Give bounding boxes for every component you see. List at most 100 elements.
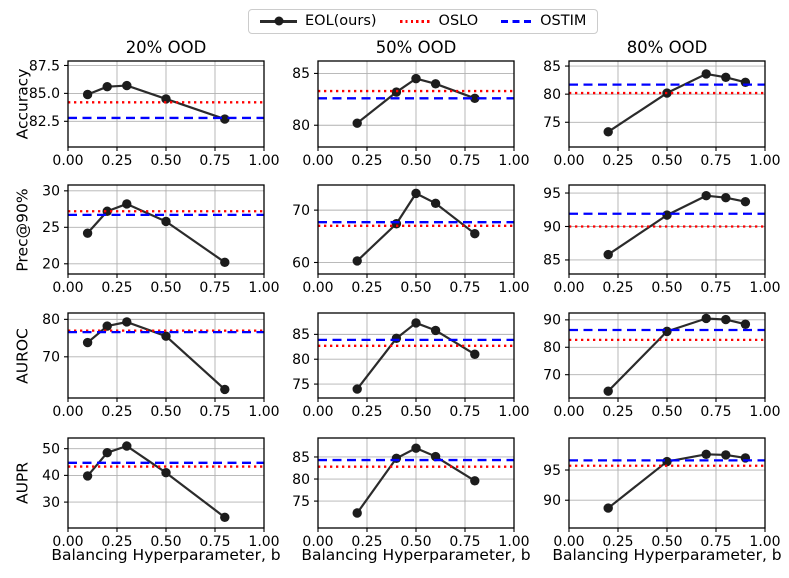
svg-text:75: 75 <box>543 115 561 131</box>
svg-text:0.25: 0.25 <box>101 404 132 420</box>
svg-text:1.00: 1.00 <box>248 280 279 296</box>
svg-text:0.00: 0.00 <box>52 153 83 169</box>
svg-text:0.25: 0.25 <box>602 280 633 296</box>
subplot-auroc-20-ood: 0.00 0.25 0.50 0.75 1.00 70 80 <box>42 312 279 420</box>
svg-text:1.00: 1.00 <box>248 153 279 169</box>
svg-text:30: 30 <box>42 495 60 511</box>
svg-text:0.75: 0.75 <box>449 534 480 550</box>
svg-text:0.75: 0.75 <box>199 280 230 296</box>
svg-text:95: 95 <box>543 186 561 202</box>
svg-text:0.50: 0.50 <box>150 280 181 296</box>
svg-text:80: 80 <box>292 118 310 134</box>
svg-text:0.50: 0.50 <box>150 404 181 420</box>
subplot-prec90-20-ood: 0.00 0.25 0.50 0.75 1.00 20 25 30 <box>42 184 279 296</box>
svg-text:20: 20 <box>42 257 60 273</box>
svg-text:0.50: 0.50 <box>651 280 682 296</box>
row-label-aupr: AUPR <box>13 461 32 505</box>
svg-text:0.25: 0.25 <box>602 153 633 169</box>
subplot-prec90-50-ood: 0.00 0.25 0.50 0.75 1.00 60 70 <box>292 184 530 296</box>
svg-text:0.25: 0.25 <box>101 153 132 169</box>
svg-text:80: 80 <box>292 472 310 488</box>
subplot-accuracy-80-ood: 0.00 0.25 0.50 0.75 1.00 75 80 85 <box>543 59 780 169</box>
eol-marker-dot-icon <box>274 16 283 26</box>
svg-text:0.25: 0.25 <box>101 280 132 296</box>
svg-text:82.5: 82.5 <box>29 114 60 130</box>
svg-text:0.50: 0.50 <box>150 534 181 550</box>
svg-text:85.0: 85.0 <box>29 86 60 102</box>
legend-item-ostim: OSTIM <box>501 14 586 29</box>
svg-text:90: 90 <box>543 493 561 509</box>
svg-text:0.75: 0.75 <box>449 153 480 169</box>
svg-text:0.25: 0.25 <box>351 534 382 550</box>
subplot-aupr-80-ood: 0.00 0.25 0.50 0.75 1.00 90 95 <box>543 437 781 550</box>
svg-text:0.75: 0.75 <box>700 534 731 550</box>
svg-text:80: 80 <box>543 87 561 103</box>
svg-text:85: 85 <box>292 327 310 343</box>
svg-text:85: 85 <box>292 450 310 466</box>
svg-text:80: 80 <box>292 352 310 368</box>
row-label-auroc: AUROC <box>13 328 32 384</box>
svg-text:0.00: 0.00 <box>553 534 584 550</box>
subplot-auroc-50-ood: 0.00 0.25 0.50 0.75 1.00 75 80 85 <box>292 312 530 420</box>
svg-text:0.25: 0.25 <box>602 534 633 550</box>
svg-text:70: 70 <box>292 203 310 219</box>
svg-text:1.00: 1.00 <box>749 153 780 169</box>
svg-text:0.50: 0.50 <box>150 153 181 169</box>
svg-text:85: 85 <box>543 59 561 75</box>
svg-text:0.25: 0.25 <box>602 404 633 420</box>
svg-text:1.00: 1.00 <box>749 404 780 420</box>
svg-text:70: 70 <box>543 367 561 383</box>
svg-text:0.00: 0.00 <box>52 280 83 296</box>
svg-text:95: 95 <box>543 463 561 479</box>
svg-text:40: 40 <box>42 468 60 484</box>
svg-text:1.00: 1.00 <box>498 404 529 420</box>
x-axis-label-col3: Balancing Hyperparameter, b <box>552 546 782 564</box>
svg-text:1.00: 1.00 <box>498 153 529 169</box>
svg-text:25: 25 <box>42 220 60 236</box>
svg-text:1.00: 1.00 <box>749 280 780 296</box>
svg-text:0.75: 0.75 <box>199 534 230 550</box>
svg-text:1.00: 1.00 <box>749 534 780 550</box>
svg-text:0.50: 0.50 <box>651 153 682 169</box>
legend-label-eol: EOL(ours) <box>305 13 377 30</box>
x-axis-label-col1: Balancing Hyperparameter, b <box>51 546 281 564</box>
svg-text:0.75: 0.75 <box>700 404 731 420</box>
legend-item-oslo: OSLO <box>399 14 478 29</box>
svg-text:1.00: 1.00 <box>498 534 529 550</box>
svg-text:90: 90 <box>543 219 561 235</box>
svg-text:0.00: 0.00 <box>302 404 333 420</box>
svg-text:0.25: 0.25 <box>351 153 382 169</box>
svg-text:0.75: 0.75 <box>199 153 230 169</box>
svg-text:80: 80 <box>543 340 561 356</box>
legend: EOL(ours) OSLO OSTIM <box>248 9 599 34</box>
subplot-prec90-80-ood: 0.00 0.25 0.50 0.75 1.00 85 90 95 <box>543 184 781 296</box>
svg-text:0.75: 0.75 <box>449 404 480 420</box>
x-axis-label-col2: Balancing Hyperparameter, b <box>301 546 531 564</box>
svg-text:87.5: 87.5 <box>29 58 60 74</box>
legend-label-ostim: OSTIM <box>540 13 587 30</box>
svg-text:75: 75 <box>292 494 310 510</box>
svg-text:0.00: 0.00 <box>52 404 83 420</box>
svg-text:0.00: 0.00 <box>52 534 83 550</box>
svg-text:0.00: 0.00 <box>553 404 584 420</box>
svg-text:90: 90 <box>543 313 561 329</box>
svg-text:0.25: 0.25 <box>351 280 382 296</box>
svg-text:75: 75 <box>292 377 310 393</box>
svg-text:0.75: 0.75 <box>199 404 230 420</box>
svg-text:0.75: 0.75 <box>700 280 731 296</box>
subplot-aupr-50-ood: 0.00 0.25 0.50 0.75 1.00 75 80 85 <box>292 437 530 550</box>
svg-text:30: 30 <box>42 184 60 200</box>
svg-text:0.00: 0.00 <box>302 280 333 296</box>
column-title-80-ood: 80% OOD <box>626 38 708 57</box>
svg-text:85: 85 <box>292 66 310 82</box>
svg-text:50: 50 <box>42 441 60 457</box>
svg-text:0.50: 0.50 <box>400 534 431 550</box>
subplot-auroc-80-ood: 0.00 0.25 0.50 0.75 1.00 70 80 90 <box>543 312 781 420</box>
svg-text:0.00: 0.00 <box>302 153 333 169</box>
svg-text:0.50: 0.50 <box>651 534 682 550</box>
svg-text:0.50: 0.50 <box>400 280 431 296</box>
svg-text:0.25: 0.25 <box>101 534 132 550</box>
svg-text:0.75: 0.75 <box>700 153 731 169</box>
ostim-dashed-line-icon <box>501 20 533 23</box>
